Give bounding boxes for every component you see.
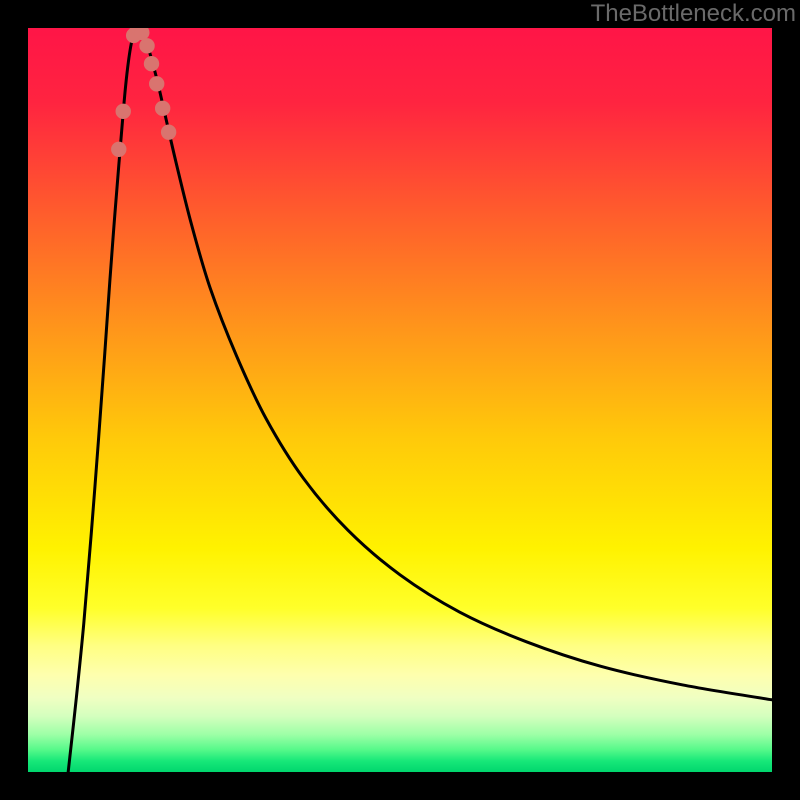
watermark-text: TheBottleneck.com <box>591 0 796 28</box>
data-marker <box>140 39 154 53</box>
bottleneck-chart <box>0 0 800 800</box>
data-marker <box>155 101 169 115</box>
data-marker <box>144 57 158 71</box>
data-marker <box>161 125 175 139</box>
data-marker <box>116 104 130 118</box>
chart-container: TheBottleneck.com <box>0 0 800 800</box>
chart-background <box>28 28 772 772</box>
data-marker <box>112 142 126 156</box>
data-marker <box>150 77 164 91</box>
